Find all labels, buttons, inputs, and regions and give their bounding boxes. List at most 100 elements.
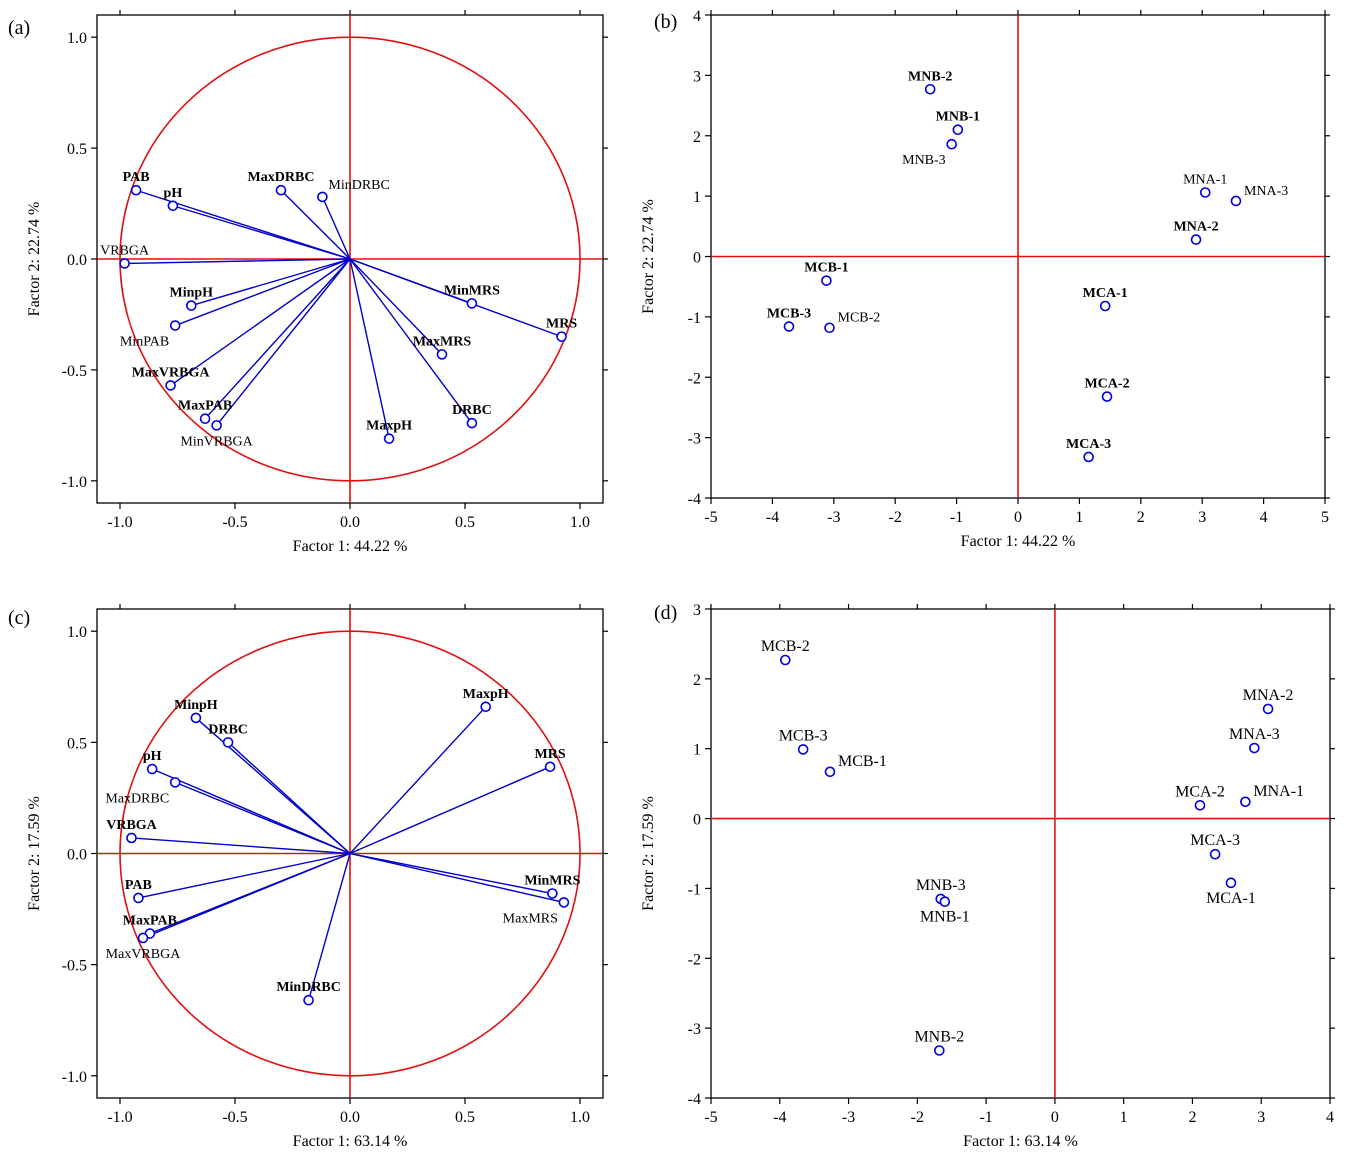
x-tick-label: -1.0 [107, 1109, 132, 1126]
unit-circle [119, 630, 581, 1077]
y-tick-label: -3 [688, 1021, 701, 1038]
point-label: MaxpH [366, 419, 412, 434]
x-tick-label: 0.5 [455, 514, 475, 531]
data-point [934, 1045, 945, 1056]
point-label: MNA-1 [1183, 173, 1227, 188]
point-label: MaxDRBC [105, 791, 169, 806]
point-label: DRBC [208, 722, 248, 737]
point-label: MCB-1 [838, 753, 887, 770]
y-tick-label: 3 [693, 602, 701, 619]
x-tick-label: 0.0 [340, 514, 360, 531]
y-axis-title: Factor 2: 22.74 % [640, 199, 657, 314]
plot-frame [710, 608, 1331, 1099]
data-point [190, 712, 202, 724]
x-tick-label: 0.5 [455, 1109, 475, 1126]
point-label: MNA-1 [1253, 783, 1304, 800]
y-tick-label: 3 [693, 68, 701, 85]
loading-vector [349, 258, 443, 355]
loading-vector [174, 781, 351, 855]
loading-vector [349, 258, 473, 424]
data-point [1194, 799, 1206, 811]
x-tick-label: 2 [1137, 509, 1145, 526]
data-point [1209, 848, 1221, 860]
point-label: MNB-2 [914, 1028, 964, 1045]
y-tick-label: 1.0 [67, 30, 87, 47]
data-point [169, 320, 181, 331]
data-point [167, 200, 179, 212]
point-label: PAB [123, 170, 150, 185]
loading-vector [170, 258, 351, 387]
loading-vector [172, 205, 351, 260]
x-axis-title: Factor 1: 63.14 % [293, 1133, 408, 1150]
point-label: PAB [125, 878, 152, 893]
point-label: MNA-3 [1244, 184, 1288, 199]
point-label: MCA-1 [1083, 286, 1128, 301]
y-tick-label: 1 [693, 742, 701, 759]
y-tick-label: -0.5 [62, 958, 87, 975]
y-tick-label: -0.5 [62, 363, 87, 380]
x-tick-label: 1 [1120, 1109, 1128, 1126]
point-label: MNA-2 [1174, 220, 1219, 235]
point-label: MCB-1 [804, 261, 848, 276]
y-tick-label: 2 [693, 672, 701, 689]
point-label: MNB-2 [908, 69, 952, 84]
x-tick-label: -4 [766, 509, 779, 526]
point-label: MaxPAB [178, 399, 232, 414]
point-label: MRS [546, 317, 577, 332]
x-tick-label: -5 [704, 1109, 717, 1126]
y-tick-label: 0 [693, 250, 701, 267]
point-label: MinVRBGA [180, 434, 253, 449]
loading-vector [349, 852, 565, 904]
point-label: MCA-1 [1206, 890, 1256, 907]
data-point [186, 300, 197, 311]
data-point [797, 744, 809, 755]
x-tick-label: 0.0 [340, 1109, 360, 1126]
point-label: MaxpH [463, 687, 509, 702]
panel-tag: (c) [8, 607, 30, 629]
data-point [133, 892, 144, 904]
point-label: DRBC [452, 403, 492, 418]
loading-vector [349, 258, 562, 338]
x-tick-label: 0 [1051, 1109, 1059, 1126]
y-tick-label: 1 [693, 189, 701, 206]
y-tick-label: -4 [688, 1091, 701, 1108]
data-point [824, 766, 836, 778]
loading-vector [321, 196, 351, 260]
data-point [1099, 300, 1111, 312]
point-label: MinDRBC [328, 178, 389, 193]
x-tick-label: -0.5 [222, 1109, 247, 1126]
point-label: MRS [535, 747, 566, 762]
x-tick-label: -1 [979, 1109, 992, 1126]
loading-vector [191, 258, 351, 307]
data-point [146, 763, 158, 775]
data-point [946, 138, 957, 150]
point-label: MNB-3 [902, 153, 946, 168]
data-point [436, 349, 448, 360]
data-point [275, 184, 287, 196]
x-tick-label: 5 [1321, 509, 1329, 526]
x-tick-label: 4 [1260, 509, 1268, 526]
loading-vector [142, 852, 351, 939]
panel-tag: (a) [8, 17, 30, 39]
x-tick-label: 1.0 [570, 1109, 590, 1126]
data-point [1249, 742, 1260, 754]
y-tick-label: -1.0 [62, 1069, 87, 1086]
point-label: MNA-3 [1229, 726, 1280, 743]
data-point [1262, 703, 1274, 715]
y-axis-title: Factor 2: 22.74 % [26, 202, 43, 317]
y-tick-label: 0.5 [67, 141, 87, 158]
point-label: MinpH [174, 698, 218, 713]
y-tick-label: -3 [688, 431, 701, 448]
y-tick-label: -1 [688, 881, 701, 898]
data-point [1240, 796, 1251, 808]
point-label: MinDRBC [276, 980, 341, 995]
point-label: MaxMRS [503, 911, 558, 926]
panel-c: (c) -1.0 -0.5 0.0 0.5 1.0 -1.0 -0.5 0.0 0.5 1.0 Fac… [8, 604, 608, 1150]
point-label: MinpH [170, 286, 214, 301]
data-point [939, 896, 951, 908]
y-tick-label: -2 [688, 370, 701, 387]
point-label: MinMRS [444, 283, 500, 298]
x-tick-label: 2 [1188, 1109, 1196, 1126]
loading-vector [131, 837, 351, 855]
